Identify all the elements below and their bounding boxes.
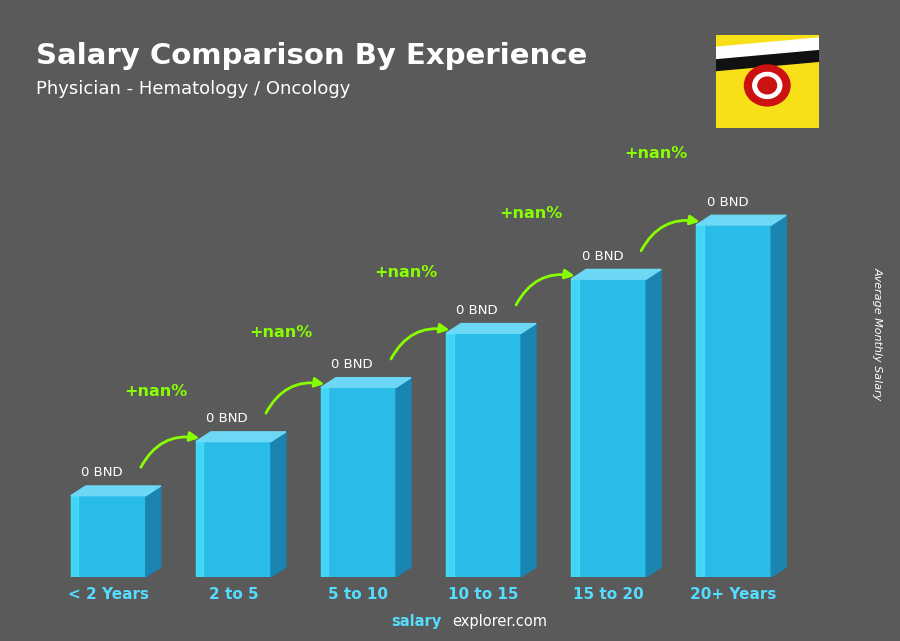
Polygon shape — [271, 432, 286, 577]
Text: 0 BND: 0 BND — [206, 412, 248, 426]
Text: +nan%: +nan% — [374, 265, 437, 280]
Polygon shape — [196, 432, 286, 442]
Circle shape — [752, 72, 782, 99]
Polygon shape — [521, 324, 536, 577]
Polygon shape — [196, 442, 271, 577]
Polygon shape — [321, 387, 328, 577]
Polygon shape — [71, 495, 146, 577]
Polygon shape — [146, 486, 161, 577]
Text: Average Monthly Salary: Average Monthly Salary — [872, 267, 883, 400]
Polygon shape — [572, 279, 579, 577]
Polygon shape — [697, 225, 771, 577]
Polygon shape — [446, 333, 521, 577]
Polygon shape — [321, 378, 411, 387]
Text: +nan%: +nan% — [625, 146, 688, 161]
Text: 0 BND: 0 BND — [581, 250, 623, 263]
Polygon shape — [446, 324, 536, 333]
Text: 0 BND: 0 BND — [456, 304, 498, 317]
Polygon shape — [321, 387, 396, 577]
Text: salary: salary — [392, 615, 442, 629]
Circle shape — [744, 65, 790, 106]
Circle shape — [758, 77, 777, 94]
Polygon shape — [71, 486, 161, 495]
Polygon shape — [446, 333, 454, 577]
Text: 0 BND: 0 BND — [706, 196, 748, 209]
Polygon shape — [697, 225, 704, 577]
Text: +nan%: +nan% — [124, 385, 187, 399]
Text: Salary Comparison By Experience: Salary Comparison By Experience — [36, 42, 587, 70]
Polygon shape — [771, 215, 787, 577]
Polygon shape — [697, 215, 787, 225]
Polygon shape — [716, 49, 819, 71]
Polygon shape — [572, 279, 646, 577]
Text: 0 BND: 0 BND — [81, 467, 123, 479]
Text: explorer.com: explorer.com — [453, 615, 548, 629]
Text: +nan%: +nan% — [500, 206, 562, 221]
Polygon shape — [572, 269, 662, 279]
Polygon shape — [196, 442, 203, 577]
Text: +nan%: +nan% — [249, 325, 312, 340]
Polygon shape — [71, 495, 78, 577]
Polygon shape — [396, 378, 411, 577]
Polygon shape — [646, 269, 662, 577]
Polygon shape — [716, 38, 819, 58]
Text: Physician - Hematology / Oncology: Physician - Hematology / Oncology — [36, 80, 350, 98]
Text: 0 BND: 0 BND — [331, 358, 373, 371]
